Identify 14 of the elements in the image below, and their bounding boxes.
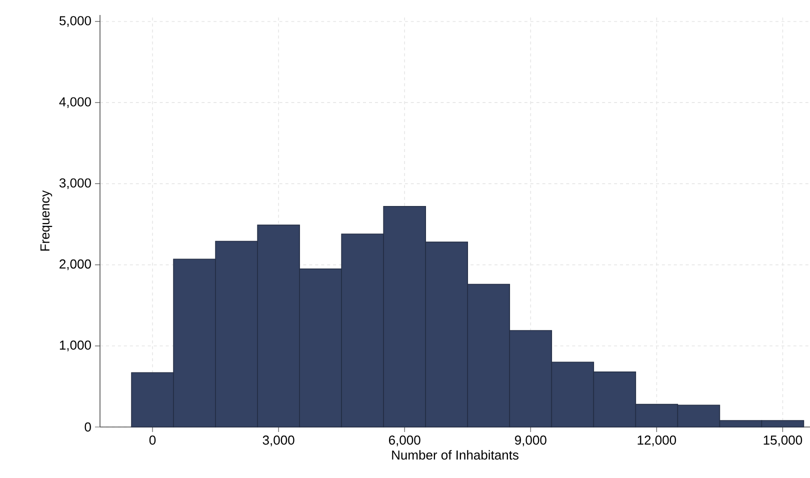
y-tick-label: 4,000 <box>59 97 91 108</box>
x-tick-label: 3,000 <box>262 436 294 446</box>
x-tick-label: 9,000 <box>514 436 546 446</box>
x-tick-label: 15,000 <box>764 436 802 446</box>
y-tick-label: 0 <box>84 422 91 432</box>
x-tick-label: 12,000 <box>638 436 676 446</box>
y-tick-label: 3,000 <box>59 178 91 190</box>
x-axis-title: Number of Inhabitants <box>392 450 518 460</box>
y-tick-label: 5,000 <box>59 16 91 27</box>
y-axis-title: Frequency <box>40 190 52 251</box>
y-tick-label: 2,000 <box>60 259 91 270</box>
y-tick-label: 1,000 <box>60 340 91 352</box>
x-tick-label: 6,000 <box>388 436 420 446</box>
x-tick-label: 0 <box>149 436 156 445</box>
